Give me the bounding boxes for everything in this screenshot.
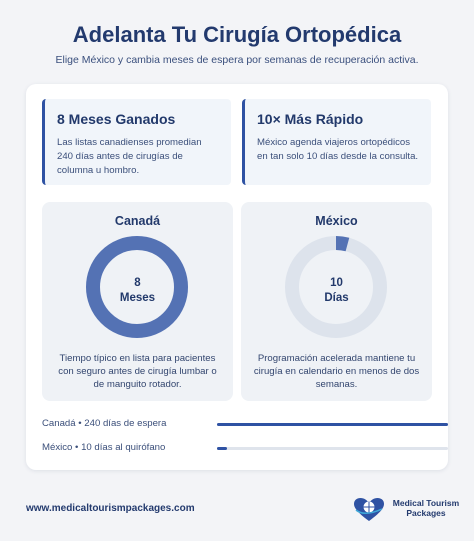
- donut-fill: [86, 236, 188, 338]
- panel-description: Tiempo típico en lista para pacientes co…: [58, 353, 217, 390]
- page-subtitle: Elige México y cambia meses de espera po…: [55, 54, 419, 66]
- bar-fill: [217, 423, 448, 426]
- bar-label: México • 10 días al quirófano: [42, 442, 166, 453]
- brand-logo: Medical Tourism Packages: [352, 497, 459, 528]
- heart-globe-icon: [354, 498, 384, 521]
- panel-description: Programación acelerada mantiene tu cirug…: [253, 353, 420, 390]
- bar-row-canada: Canadá • 240 días de espera: [42, 416, 448, 432]
- page-title: Adelanta Tu Cirugía Ortopédica: [72, 22, 402, 47]
- panel-mexico: México 10 Días Programación acelerada ma…: [241, 202, 432, 401]
- stat-faster: 10× Más Rápido México agenda viajeros or…: [242, 99, 431, 185]
- panel-country: México: [315, 214, 358, 228]
- bar-track: [217, 423, 448, 426]
- website-link[interactable]: www.medicaltourismpackages.com: [26, 503, 195, 514]
- panel-canada: Canadá 8 Meses Tiempo típico en lista pa…: [42, 202, 233, 401]
- donut-unit: Meses: [119, 292, 156, 304]
- bar-track: [217, 447, 448, 450]
- donut-chart-canada: [86, 236, 188, 338]
- brand-name: Medical Tourism Packages: [386, 498, 466, 518]
- panel-country: Canadá: [114, 214, 161, 228]
- donut-unit: Días: [324, 292, 349, 304]
- comparison-card: 8 Meses Ganados Las listas canadienses p…: [26, 84, 448, 470]
- donut-chart-mexico: [285, 236, 387, 338]
- stat-title: 8 Meses Ganados: [57, 111, 176, 127]
- donut-label: 8 Meses: [42, 276, 233, 306]
- donut-label: 10 Días: [241, 276, 432, 306]
- donut-fill: [285, 236, 387, 338]
- donut-value: 8: [134, 277, 141, 289]
- stat-months-gained: 8 Meses Ganados Las listas canadienses p…: [42, 99, 231, 185]
- brand-line-1: Medical Tourism: [392, 498, 460, 508]
- brand-line-2: Packages: [406, 508, 446, 518]
- donut-value: 10: [330, 277, 343, 289]
- bar-label: Canadá • 240 días de espera: [42, 418, 167, 429]
- stat-text: Las listas canadienses promedian 240 día…: [57, 137, 202, 176]
- bar-row-mexico: México • 10 días al quirófano: [42, 440, 448, 456]
- bar-fill: [217, 447, 227, 450]
- stat-title: 10× Más Rápido: [257, 111, 364, 127]
- stat-text: México agenda viajeros ortopédicos en ta…: [257, 137, 419, 162]
